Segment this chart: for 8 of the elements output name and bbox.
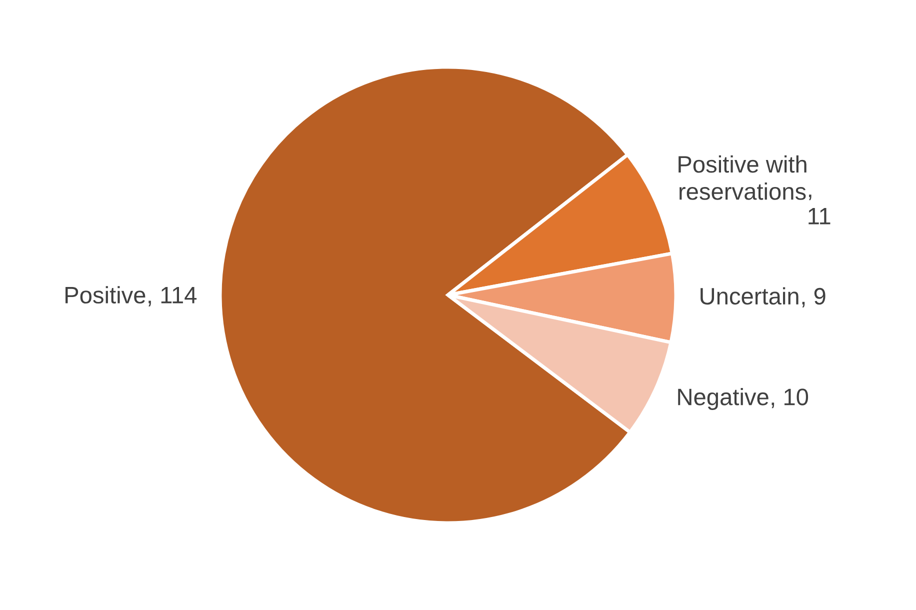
data-label: , 114 xyxy=(148,287,197,306)
slice-label: Negative xyxy=(678,388,768,410)
slice-label: Uncertain xyxy=(700,287,798,305)
slice-label: Positive with reservations xyxy=(678,155,806,200)
data-label: , 10 xyxy=(772,388,808,408)
data-label: , 9 xyxy=(802,288,826,308)
slice-label: Positive xyxy=(66,286,146,304)
data-label: , 11 xyxy=(808,194,830,224)
